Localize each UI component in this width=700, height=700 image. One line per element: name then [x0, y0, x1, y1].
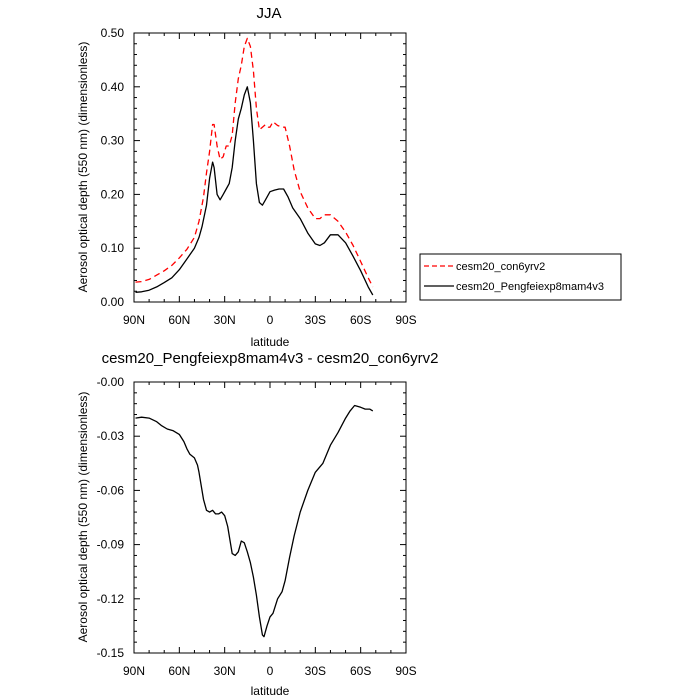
x-tick-label: 60S	[350, 313, 371, 327]
legend: cesm20_con6yrv2 cesm20_Pengfeiexp8mam4v3	[419, 253, 622, 301]
x-tick-label: 60N	[168, 664, 190, 678]
x-tick-label: 90S	[395, 664, 416, 678]
y-axis-label: Aerosol optical depth (550 nm) (dimensio…	[76, 42, 90, 293]
legend-box	[419, 253, 622, 301]
series-lines	[135, 404, 374, 638]
chart-title: JJA	[256, 5, 281, 22]
x-tick-label: 0	[267, 664, 274, 678]
series-lines	[135, 37, 374, 296]
y-tick-label: 0.00	[101, 295, 125, 309]
bottom-chart-panel: cesm20_Pengfeiexp8mam4v3 - cesm20_con6yr…	[76, 350, 438, 698]
chart-title: cesm20_Pengfeiexp8mam4v3 - cesm20_con6yr…	[102, 350, 439, 367]
tick-marks	[133, 381, 407, 654]
x-tick-labels: 90N 60N 30N 0 30S 60S 90S	[123, 313, 417, 327]
x-tick-label: 30N	[214, 664, 236, 678]
y-tick-labels: -0.15 -0.12 -0.09 -0.06 -0.03 -0.00	[97, 375, 125, 660]
x-tick-label: 90N	[123, 664, 145, 678]
plot-frame	[133, 32, 407, 303]
x-axis-label: latitude	[251, 684, 290, 698]
x-tick-label: 90N	[123, 313, 145, 327]
y-tick-labels: 0.00 0.10 0.20 0.30 0.40 0.50	[101, 26, 125, 309]
series-line-cesm20-con6yrv2	[135, 37, 374, 288]
y-tick-label: 0.50	[101, 26, 125, 40]
x-tick-labels: 90N 60N 30N 0 30S 60S 90S	[123, 664, 417, 678]
y-tick-label: -0.12	[97, 592, 125, 606]
series-line-cesm20-pengfeiexp8mam4v3	[135, 86, 374, 296]
x-tick-label: 90S	[395, 313, 416, 327]
y-tick-label: 0.40	[101, 80, 125, 94]
x-tick-label: 60N	[168, 313, 190, 327]
legend-label-pengfeiexp8mam4v3: cesm20_Pengfeiexp8mam4v3	[456, 281, 604, 293]
top-chart-panel: JJA 0.00 0.10 0.20 0.30 0.40 0.50 90N 60N 30N 0 3…	[76, 5, 417, 349]
x-tick-label: 0	[267, 313, 274, 327]
plot-frame	[133, 381, 407, 654]
y-tick-label: -0.09	[97, 538, 125, 552]
y-axis-label: Aerosol optical depth (550 nm) (dimensio…	[76, 392, 90, 643]
x-tick-label: 60S	[350, 664, 371, 678]
y-tick-label: -0.15	[97, 646, 125, 660]
x-tick-label: 30S	[305, 313, 326, 327]
y-tick-label: 0.10	[101, 241, 125, 255]
y-tick-label: -0.00	[97, 375, 125, 389]
y-tick-label: -0.03	[97, 429, 125, 443]
series-line-difference	[135, 404, 374, 638]
y-tick-label: 0.20	[101, 187, 125, 201]
y-tick-label: 0.30	[101, 134, 125, 148]
x-tick-label: 30N	[214, 313, 236, 327]
y-tick-label: -0.06	[97, 483, 125, 497]
legend-label-con6yrv2: cesm20_con6yrv2	[456, 261, 545, 273]
x-tick-label: 30S	[305, 664, 326, 678]
x-axis-label: latitude	[251, 335, 290, 349]
